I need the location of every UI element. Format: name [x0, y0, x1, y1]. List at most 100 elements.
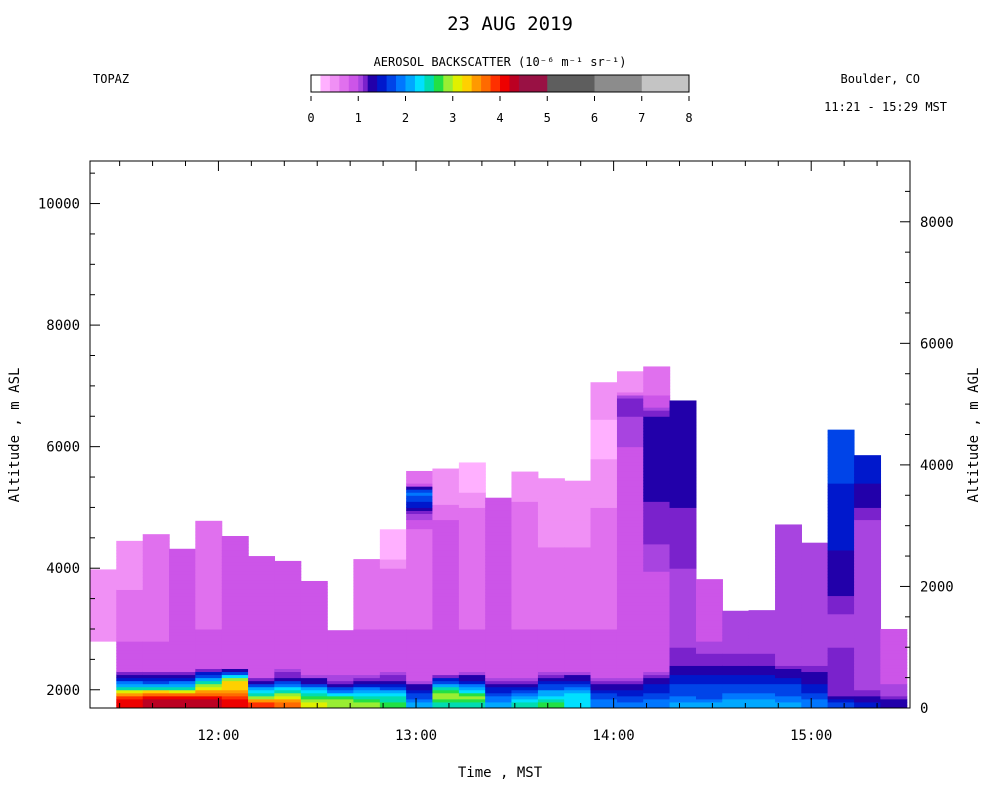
backscatter-cell [722, 628, 750, 633]
backscatter-cell [248, 650, 276, 654]
backscatter-cell [564, 586, 592, 590]
backscatter-cell [590, 528, 618, 533]
backscatter-cell [643, 443, 671, 448]
backscatter-cell [274, 662, 302, 666]
backscatter-cell [590, 410, 618, 414]
backscatter-cell [458, 668, 486, 673]
backscatter-cell [458, 543, 486, 548]
backscatter-cell [616, 589, 644, 594]
backscatter-cell [458, 556, 486, 560]
backscatter-cell [300, 583, 328, 587]
backscatter-cell [485, 704, 513, 709]
backscatter-cell [300, 641, 328, 645]
backscatter-cell [274, 601, 302, 606]
backscatter-cell [564, 498, 592, 502]
backscatter-cell [722, 659, 750, 663]
backscatter-cell [696, 653, 723, 657]
backscatter-cell [801, 704, 829, 709]
backscatter-cell [854, 489, 882, 493]
backscatter-cell [537, 613, 565, 618]
backscatter-cell [643, 662, 671, 666]
backscatter-cell [195, 668, 223, 673]
backscatter-cell [248, 601, 276, 606]
backscatter-cell [669, 458, 697, 463]
backscatter-cell [643, 376, 671, 381]
backscatter-cell [195, 701, 223, 706]
backscatter-cell [616, 625, 644, 630]
backscatter-cell [801, 546, 829, 551]
backscatter-cell [564, 653, 592, 657]
backscatter-cell [221, 586, 249, 590]
backscatter-cell [854, 543, 882, 548]
backscatter-cell [722, 677, 750, 682]
backscatter-cell [274, 577, 302, 581]
backscatter-cell [195, 543, 223, 548]
backscatter-cell [458, 565, 486, 569]
backscatter-cell [616, 528, 644, 533]
backscatter-cell [616, 583, 644, 587]
backscatter-cell [511, 644, 539, 648]
backscatter-cell [827, 483, 855, 487]
backscatter-cell [195, 577, 223, 581]
backscatter-cell [432, 647, 460, 651]
backscatter-cell [643, 498, 671, 502]
backscatter-cell [827, 443, 855, 448]
backscatter-cell [116, 556, 144, 560]
backscatter-cell [696, 595, 723, 600]
backscatter-cell [696, 598, 723, 603]
backscatter-cell [616, 616, 644, 621]
backscatter-cell [854, 695, 882, 700]
backscatter-cell [643, 695, 671, 700]
backscatter-cell [669, 404, 697, 408]
backscatter-cell [643, 437, 671, 442]
backscatter-cell [590, 622, 618, 627]
backscatter-cell [485, 595, 513, 600]
backscatter-cell [406, 589, 434, 594]
backscatter-cell [353, 662, 381, 666]
backscatter-cell [379, 692, 407, 697]
backscatter-cell [511, 632, 539, 636]
backscatter-cell [616, 489, 644, 493]
backscatter-cell [142, 619, 170, 624]
backscatter-cell [590, 510, 618, 515]
colorbar-cell [547, 75, 595, 92]
backscatter-cell [590, 477, 618, 481]
backscatter-cell [801, 592, 829, 597]
backscatter-cell [485, 689, 513, 694]
backscatter-cell [195, 580, 223, 584]
backscatter-cell [169, 610, 196, 615]
backscatter-cell [696, 586, 723, 590]
backscatter-cell [775, 537, 802, 542]
backscatter-cell [142, 680, 170, 685]
backscatter-cell [590, 425, 618, 429]
backscatter-cell [590, 568, 618, 572]
backscatter-cell [300, 686, 328, 691]
backscatter-cell [116, 577, 144, 581]
backscatter-cell [643, 419, 671, 423]
backscatter-cell [537, 698, 565, 703]
backscatter-cell [248, 659, 276, 663]
backscatter-cell [432, 525, 460, 530]
backscatter-cell [854, 665, 882, 669]
backscatter-cell [880, 641, 908, 645]
backscatter-cell [643, 534, 671, 539]
backscatter-cell [643, 425, 671, 429]
backscatter-cell [327, 644, 355, 648]
backscatter-cell [854, 492, 882, 496]
backscatter-cell [590, 583, 618, 587]
backscatter-cell [116, 647, 144, 651]
backscatter-cell [432, 556, 460, 560]
backscatter-cell [564, 568, 592, 572]
backscatter-cell [616, 650, 644, 654]
backscatter-cell [801, 662, 829, 666]
backscatter-cell [643, 565, 671, 569]
backscatter-cell [116, 641, 144, 645]
backscatter-cell [406, 598, 434, 603]
backscatter-cell [485, 525, 513, 530]
backscatter-cell [801, 628, 829, 633]
backscatter-cell [458, 644, 486, 648]
backscatter-cell [748, 704, 776, 709]
backscatter-cell [248, 674, 276, 679]
backscatter-cell [379, 632, 407, 636]
